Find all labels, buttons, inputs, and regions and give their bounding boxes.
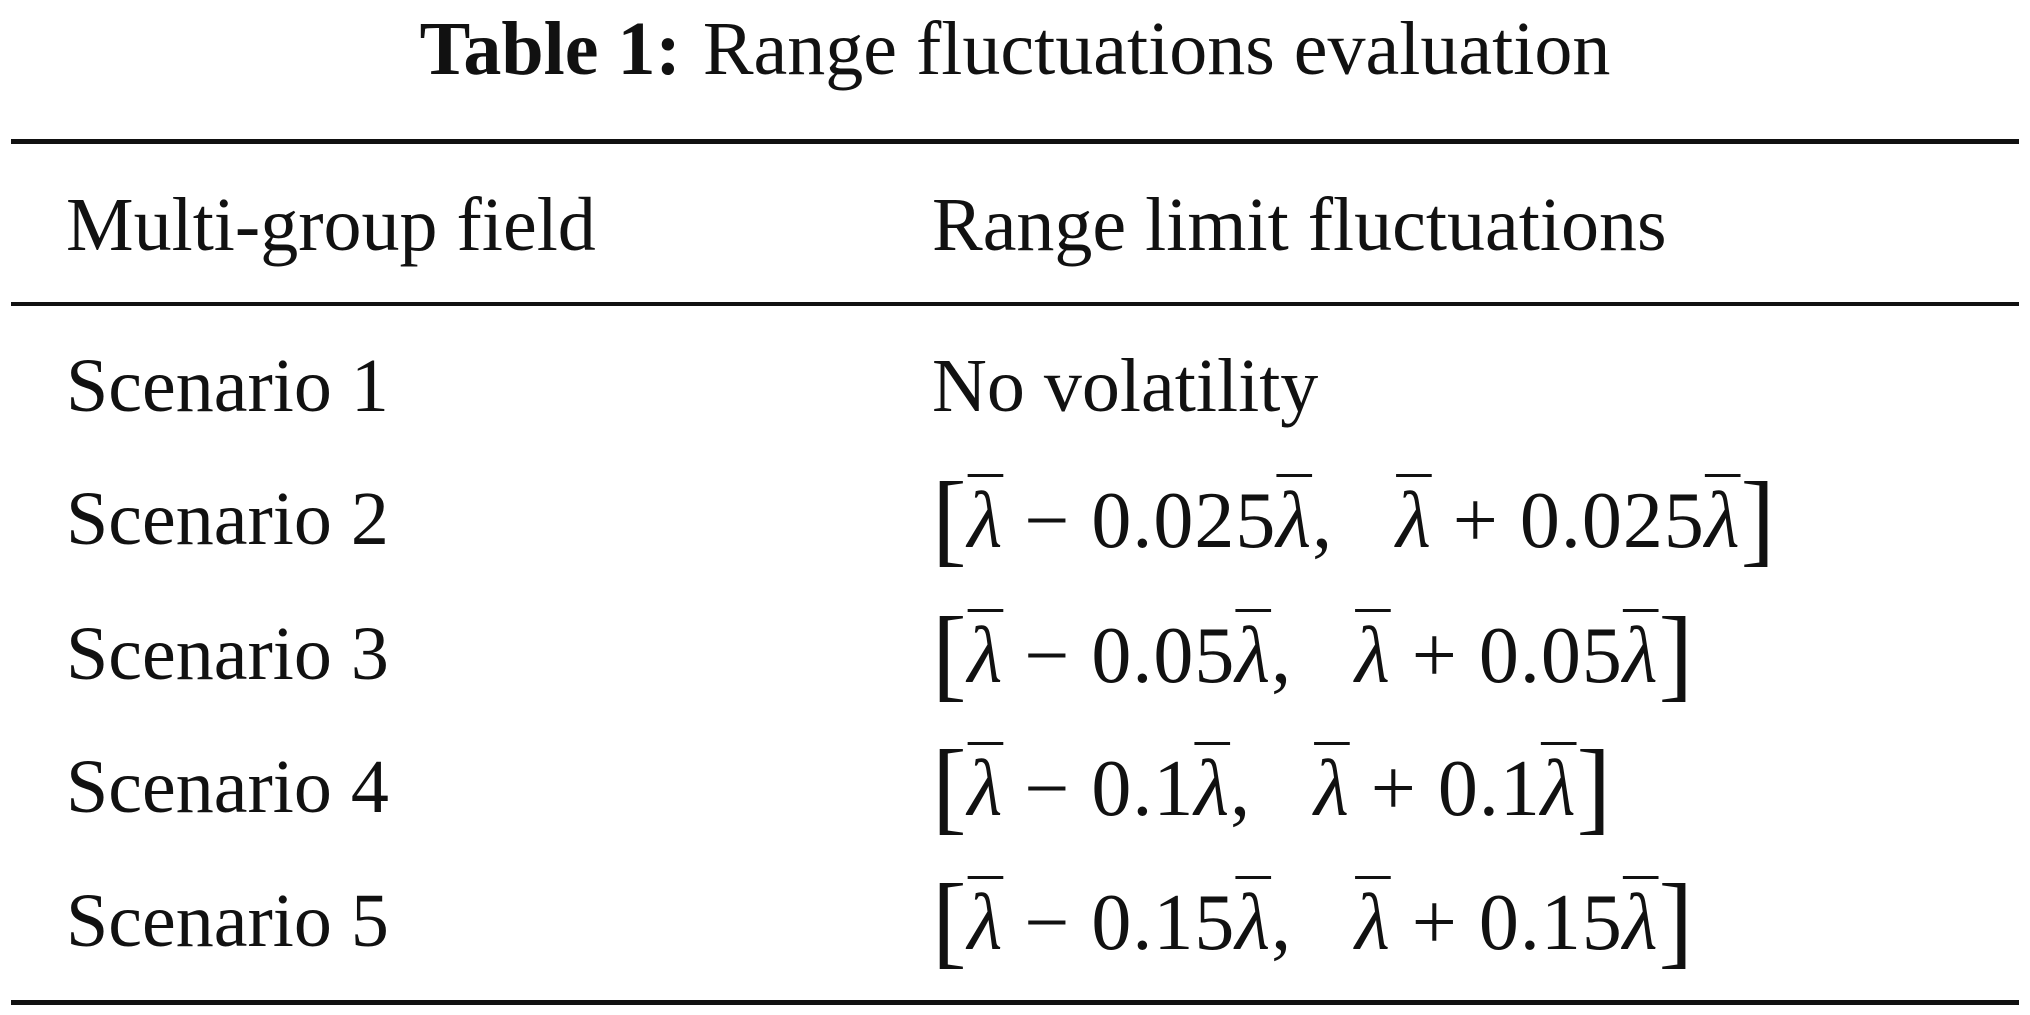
interval-upper-bound: λ + 0.15λ <box>1355 879 1659 967</box>
interval-upper-bound: λ + 0.05λ <box>1355 612 1659 700</box>
table-row-interval-formula: [λ − 0.05λ, λ + 0.05λ] <box>932 602 1694 706</box>
top-rule <box>11 139 2019 144</box>
header-rule <box>11 302 2019 306</box>
caption-text: Range fluctuations evaluation <box>702 7 1611 91</box>
table-row-fluctuation-value: No volatility <box>932 344 1319 428</box>
table-row-interval-formula: [λ − 0.15λ, λ + 0.15λ] <box>932 869 1694 973</box>
table-row-interval-formula: [λ − 0.1λ, λ + 0.1λ] <box>932 735 1612 839</box>
close-bracket: ] <box>1576 729 1613 844</box>
interval-lower-bound: λ − 0.05λ, <box>967 612 1293 700</box>
open-bracket: [ <box>932 729 968 844</box>
close-bracket: ] <box>1658 596 1695 711</box>
open-bracket: [ <box>932 863 968 978</box>
open-bracket: [ <box>932 461 968 576</box>
interval-lower-bound: λ − 0.025λ, <box>967 477 1334 565</box>
table-caption: Table 1: Range fluctuations evaluation <box>0 4 2030 94</box>
column-header-range-limit-fluctuations: Range limit fluctuations <box>932 183 1667 267</box>
table-row-scenario-label: Scenario 3 <box>66 612 389 696</box>
interval-lower-bound: λ − 0.15λ, <box>967 879 1293 967</box>
interval-lower-bound: λ − 0.1λ, <box>967 745 1252 833</box>
bottom-rule <box>11 1000 2019 1005</box>
close-bracket: ] <box>1740 461 1777 576</box>
interval-upper-bound: λ + 0.1λ <box>1314 745 1577 833</box>
table-row-scenario-label: Scenario 4 <box>66 745 389 829</box>
caption-label: Table 1: <box>419 7 681 91</box>
column-header-multi-group-field: Multi-group field <box>66 183 596 267</box>
open-bracket: [ <box>932 596 968 711</box>
table-row-interval-formula: [λ − 0.025λ, λ + 0.025λ] <box>932 467 1776 571</box>
table-row-scenario-label: Scenario 5 <box>66 879 389 963</box>
table-row-scenario-label: Scenario 1 <box>66 344 389 428</box>
table-row-scenario-label: Scenario 2 <box>66 477 389 561</box>
interval-upper-bound: λ + 0.025λ <box>1396 477 1741 565</box>
close-bracket: ] <box>1658 863 1695 978</box>
